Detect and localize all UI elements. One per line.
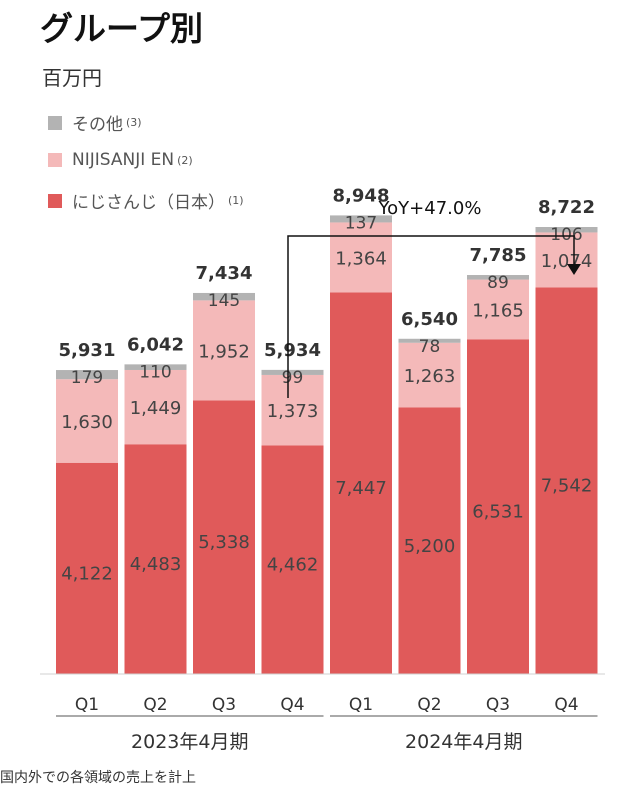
data-label-japan: 7,447: [335, 478, 387, 499]
data-label-other: 89: [487, 273, 509, 293]
data-label-japan: 7,542: [541, 476, 593, 497]
bar-segment-en: [330, 222, 392, 293]
bar-segment-other: [193, 292, 255, 301]
footnote: 国内外での各領域の売上を計上: [0, 770, 196, 786]
data-label-other: 145: [208, 291, 240, 311]
bar-segment-en: [124, 369, 187, 445]
data-label-total: 8,948: [333, 185, 390, 206]
bar-segment-other: [467, 275, 529, 280]
yoy-annotation: YoY+47.0%: [378, 198, 482, 219]
data-label-japan: 4,122: [61, 563, 113, 584]
data-label-en: 1,165: [472, 300, 524, 321]
legend-item-japan: にじさんじ（日本） (1): [48, 188, 244, 213]
bar-segment-japan: [124, 444, 187, 674]
group-label: 2024年4月期: [405, 731, 522, 753]
bar-segment-en: [398, 342, 461, 408]
data-label-total: 7,785: [470, 245, 527, 266]
data-label-total: 8,722: [538, 197, 595, 218]
bar-segment-other: [535, 226, 598, 233]
bars-layer: [56, 215, 598, 674]
legend-note-japan: (1): [228, 194, 244, 207]
data-label-japan: 4,462: [267, 555, 319, 576]
bar-segment-en: [535, 232, 598, 288]
data-label-japan: 6,531: [472, 502, 524, 523]
data-label-other: 137: [345, 213, 377, 233]
legend-item-en: NIJISANJI EN (2): [48, 150, 193, 170]
legend-swatch-japan: [48, 193, 62, 208]
group-label: 2023年4月期: [131, 731, 248, 753]
chart-title: グループ別: [40, 9, 204, 48]
legend-label-en: NIJISANJI EN: [72, 150, 175, 170]
bar-segment-japan: [398, 407, 461, 674]
data-label-other: 106: [550, 225, 582, 245]
x-tick-label: Q2: [143, 695, 167, 715]
bar-segment-other: [330, 215, 392, 223]
data-label-en: 1,263: [404, 366, 456, 387]
data-label-en: 1,952: [198, 341, 250, 362]
data-label-en: 1,074: [541, 251, 593, 272]
data-label-total: 5,931: [59, 340, 116, 361]
legend-note-other: (3): [126, 116, 142, 129]
bar-segment-japan: [535, 287, 598, 674]
data-label-total: 6,540: [401, 309, 458, 330]
data-label-total: 5,934: [264, 340, 321, 361]
data-label-japan: 4,483: [130, 554, 182, 575]
data-label-en: 1,449: [130, 398, 182, 419]
data-label-other: 179: [71, 368, 103, 388]
x-tick-label: Q4: [280, 695, 304, 715]
legend-item-other: その他 (3): [48, 110, 142, 135]
yoy-arrow-head: [567, 264, 581, 275]
unit-label: 百万円: [42, 66, 102, 90]
bar-segment-en: [467, 279, 529, 340]
bar-segment-japan: [261, 445, 324, 674]
yoy-arrow-line: [287, 235, 575, 398]
bar-segment-japan: [467, 339, 529, 674]
bar-segment-japan: [330, 292, 392, 674]
x-tick-label: Q3: [212, 695, 236, 715]
x-tick-label: Q2: [417, 695, 441, 715]
data-label-other: 99: [282, 368, 304, 388]
x-tick-label: Q1: [349, 695, 373, 715]
data-label-en: 1,364: [335, 248, 387, 269]
data-label-other: 78: [419, 337, 441, 357]
x-tick-label: Q4: [554, 695, 578, 715]
legend-swatch-en: [48, 153, 62, 167]
bar-segment-other: [56, 370, 118, 380]
bar-segment-japan: [193, 400, 255, 674]
legend-note-en: (2): [177, 153, 193, 167]
legend-label-other: その他: [72, 115, 123, 135]
x-tick-label: Q1: [75, 695, 99, 715]
bar-segment-other: [124, 364, 187, 370]
data-label-japan: 5,338: [198, 532, 250, 553]
bar-segment-other: [398, 338, 461, 343]
data-label-other: 110: [139, 362, 171, 382]
bar-segment-en: [56, 379, 118, 463]
period-groups: 2023年4月期 2024年4月期: [56, 715, 598, 753]
bar-segment-en: [193, 300, 255, 401]
bar-segment-other: [261, 369, 324, 375]
x-tick-labels: Q1 Q2 Q3 Q4 Q1 Q2 Q3 Q4: [75, 695, 579, 715]
data-label-japan: 5,200: [404, 536, 456, 557]
bar-segment-japan: [56, 462, 118, 674]
bar-segment-en: [261, 374, 324, 446]
legend-swatch-other: [48, 115, 62, 130]
data-label-total: 7,434: [196, 263, 253, 284]
data-label-total: 6,042: [127, 334, 184, 355]
x-tick-label: Q3: [486, 695, 510, 715]
data-label-en: 1,373: [267, 401, 319, 422]
data-label-en: 1,630: [61, 412, 113, 433]
legend-label-japan: にじさんじ（日本）: [72, 193, 225, 213]
